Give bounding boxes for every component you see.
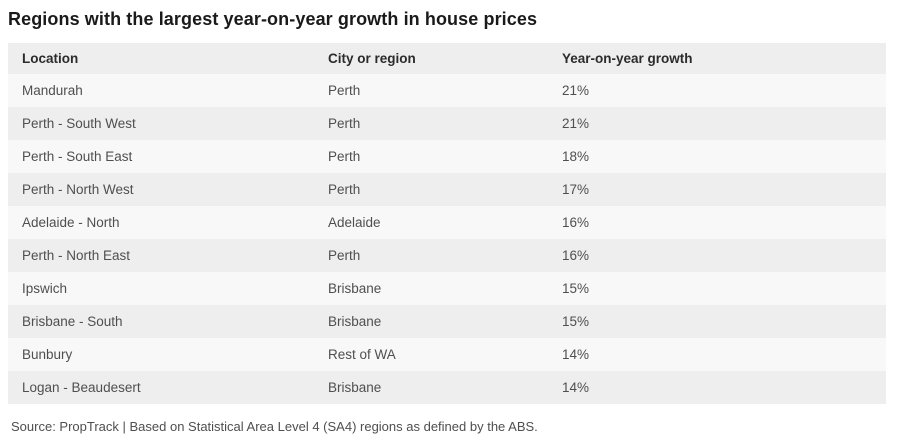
cell-city: Adelaide <box>328 215 381 230</box>
column-header-city: City or region <box>328 51 416 66</box>
table-row: Adelaide - North Adelaide 16% <box>8 206 886 239</box>
cell-growth: 15% <box>562 281 590 296</box>
cell-location: Bunbury <box>22 347 73 362</box>
cell-location: Perth - South West <box>22 116 136 131</box>
source-attribution: Source: PropTrack | Based on Statistical… <box>11 419 538 434</box>
cell-growth: 15% <box>562 314 590 329</box>
cell-growth: 16% <box>562 248 590 263</box>
page-title: Regions with the largest year-on-year gr… <box>8 9 538 29</box>
cell-city: Brisbane <box>328 281 382 296</box>
cell-city: Perth <box>328 182 361 197</box>
page-container: Regions with the largest year-on-year gr… <box>8 9 886 434</box>
cell-location: Ipswich <box>22 281 68 296</box>
cell-city: Rest of WA <box>328 347 396 362</box>
column-header-location: Location <box>22 51 79 66</box>
cell-city: Perth <box>328 149 361 164</box>
cell-city: Perth <box>328 116 361 131</box>
cell-location: Mandurah <box>22 83 83 98</box>
cell-growth: 18% <box>562 149 590 164</box>
table-row: Logan - Beaudesert Brisbane 14% <box>8 371 886 404</box>
cell-location: Perth - South East <box>22 149 133 164</box>
cell-location: Brisbane - South <box>22 314 123 329</box>
cell-location: Adelaide - North <box>22 215 120 230</box>
column-header-growth: Year-on-year growth <box>562 51 693 66</box>
cell-city: Perth <box>328 248 361 263</box>
table-header-row: Location City or region Year-on-year gro… <box>8 43 886 74</box>
cell-location: Logan - Beaudesert <box>22 380 141 395</box>
cell-city: Perth <box>328 83 361 98</box>
table-row: Perth - North East Perth 16% <box>8 239 886 272</box>
table-row: Brisbane - South Brisbane 15% <box>8 305 886 338</box>
cell-growth: 14% <box>562 380 590 395</box>
cell-city: Brisbane <box>328 380 382 395</box>
cell-growth: 21% <box>562 116 590 131</box>
table-row: Bunbury Rest of WA 14% <box>8 338 886 371</box>
cell-location: Perth - North East <box>22 248 131 263</box>
table-row: Perth - South East Perth 18% <box>8 140 886 173</box>
cell-growth: 21% <box>562 83 590 98</box>
cell-growth: 16% <box>562 215 590 230</box>
cell-growth: 14% <box>562 347 590 362</box>
table-row: Perth - North West Perth 17% <box>8 173 886 206</box>
table-row: Ipswich Brisbane 15% <box>8 272 886 305</box>
growth-table: Location City or region Year-on-year gro… <box>8 43 886 404</box>
cell-growth: 17% <box>562 182 590 197</box>
cell-location: Perth - North West <box>22 182 134 197</box>
cell-city: Brisbane <box>328 314 382 329</box>
table-row: Perth - South West Perth 21% <box>8 107 886 140</box>
table-row: Mandurah Perth 21% <box>8 74 886 107</box>
